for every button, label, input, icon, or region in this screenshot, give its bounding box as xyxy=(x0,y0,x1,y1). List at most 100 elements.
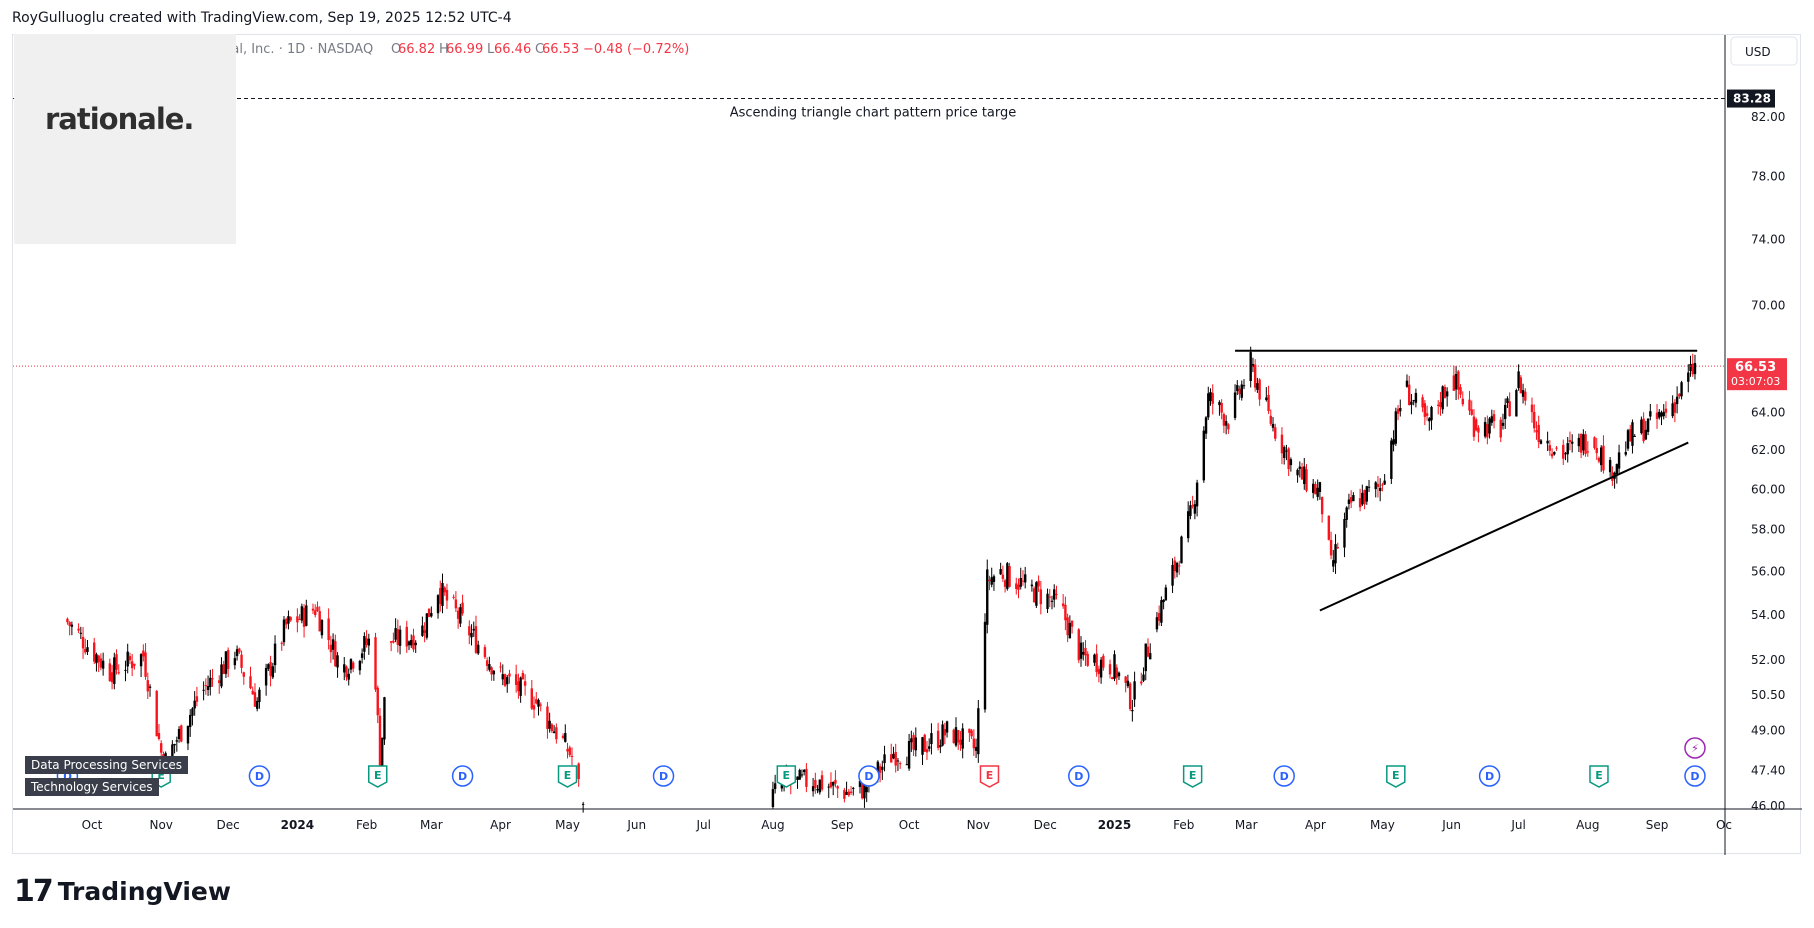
price-chart[interactable]: CSGS · CSG Systems International, Inc. ·… xyxy=(13,35,1802,855)
y-tick-label: 47.40 xyxy=(1751,763,1785,777)
candle-body xyxy=(834,779,837,784)
candle-body xyxy=(570,755,574,758)
candle-body xyxy=(412,635,415,650)
candle-body xyxy=(1240,384,1243,398)
candle-body xyxy=(191,708,194,716)
candle-body xyxy=(66,618,69,623)
candle-body xyxy=(1224,421,1228,426)
candle-body xyxy=(802,769,806,773)
candle-body xyxy=(1582,434,1585,451)
candle-body xyxy=(1236,385,1239,392)
candle-body xyxy=(921,737,924,755)
candle-body xyxy=(548,720,551,729)
candle-body xyxy=(360,653,364,658)
candle-body xyxy=(923,734,926,752)
candle-body xyxy=(1421,397,1424,408)
candle-body xyxy=(1079,642,1083,659)
candle-body xyxy=(1070,620,1074,627)
x-tick-label: Dec xyxy=(1034,818,1057,832)
candle-body xyxy=(1312,483,1315,493)
candle-body xyxy=(1303,466,1306,485)
candle-body xyxy=(410,639,413,646)
candle-body xyxy=(814,779,817,788)
candle-body xyxy=(233,658,237,666)
x-tick-label: Aug xyxy=(1576,818,1599,832)
x-tick-label: Feb xyxy=(1173,818,1194,832)
candle-body xyxy=(1390,440,1393,479)
candle-body xyxy=(930,733,933,745)
candle-body xyxy=(1164,587,1168,601)
candle-body xyxy=(235,649,239,657)
candle-body xyxy=(1082,652,1085,655)
candle-body xyxy=(1642,418,1645,442)
candle-body xyxy=(1675,396,1679,405)
candle-body xyxy=(818,779,822,793)
candle-body xyxy=(148,686,152,688)
candle-body xyxy=(1595,447,1598,454)
candle-body xyxy=(1658,411,1661,418)
candle-body xyxy=(1425,413,1429,416)
candle-body xyxy=(1189,505,1192,516)
candle-body xyxy=(1084,647,1087,656)
candle-body xyxy=(108,663,112,681)
earnings-marker-icon xyxy=(1182,765,1203,788)
candle-body xyxy=(128,656,132,661)
candle-body xyxy=(1055,593,1058,596)
candle-body xyxy=(331,639,335,650)
candle-body xyxy=(142,650,145,657)
y-tick-label: 52.00 xyxy=(1751,653,1785,667)
candle-body xyxy=(890,754,893,763)
candle-body xyxy=(1381,484,1384,486)
earnings-marker-icon xyxy=(979,765,1000,788)
x-tick-label: Jun xyxy=(626,818,646,832)
candle-body xyxy=(1144,643,1147,672)
dividend-marker-icon xyxy=(1273,765,1295,787)
candle-body xyxy=(1608,459,1612,473)
candle-body xyxy=(1408,384,1411,406)
candle-body xyxy=(97,655,100,663)
candle-body xyxy=(1066,617,1069,636)
candle-body xyxy=(1428,418,1431,422)
candle-body xyxy=(912,735,915,750)
candle-body xyxy=(79,632,83,634)
candle-body xyxy=(1515,390,1518,417)
candle-body xyxy=(472,628,475,631)
candle-body xyxy=(349,659,353,670)
candle-body xyxy=(1693,363,1697,375)
candle-body xyxy=(318,611,321,632)
candle-body xyxy=(470,632,473,638)
candle-body xyxy=(305,605,308,626)
candle-body xyxy=(273,643,277,666)
candle-body xyxy=(180,725,183,742)
lightning-event-glyph: ⚡ xyxy=(1691,742,1699,755)
candle-body xyxy=(1021,580,1025,582)
y-tick-label: 70.00 xyxy=(1751,299,1785,313)
candle-body xyxy=(1008,566,1011,587)
candle-body xyxy=(298,618,301,620)
chart-panel[interactable]: CSGS · CSG Systems International, Inc. ·… xyxy=(12,34,1802,855)
candle-body xyxy=(1149,653,1152,660)
x-tick-label: Sep xyxy=(1646,818,1669,832)
candle-body xyxy=(1437,404,1440,407)
candle-body xyxy=(1615,464,1619,474)
earnings-marker-letter: E xyxy=(374,769,382,782)
candle-body xyxy=(1285,450,1288,452)
candle-body xyxy=(796,776,799,780)
candle-body xyxy=(195,696,199,702)
dividend-marker-letter: D xyxy=(1690,770,1699,783)
tradingview-footer-logo[interactable]: 17 TradingView xyxy=(14,874,231,909)
candle-body xyxy=(1035,582,1038,606)
candle-body xyxy=(255,700,259,709)
candle-body xyxy=(1171,564,1174,586)
candle-body xyxy=(845,791,848,795)
candle-body xyxy=(329,644,333,653)
candle-body xyxy=(546,706,549,729)
candle-body xyxy=(351,662,355,669)
candle-body xyxy=(506,677,509,685)
candle-body xyxy=(878,766,882,773)
candle-body xyxy=(396,629,400,645)
candle-body xyxy=(314,610,317,616)
y-tick-label: 46.00 xyxy=(1751,799,1785,813)
earnings-marker-letter: E xyxy=(986,769,994,782)
candle-body xyxy=(1626,430,1630,449)
